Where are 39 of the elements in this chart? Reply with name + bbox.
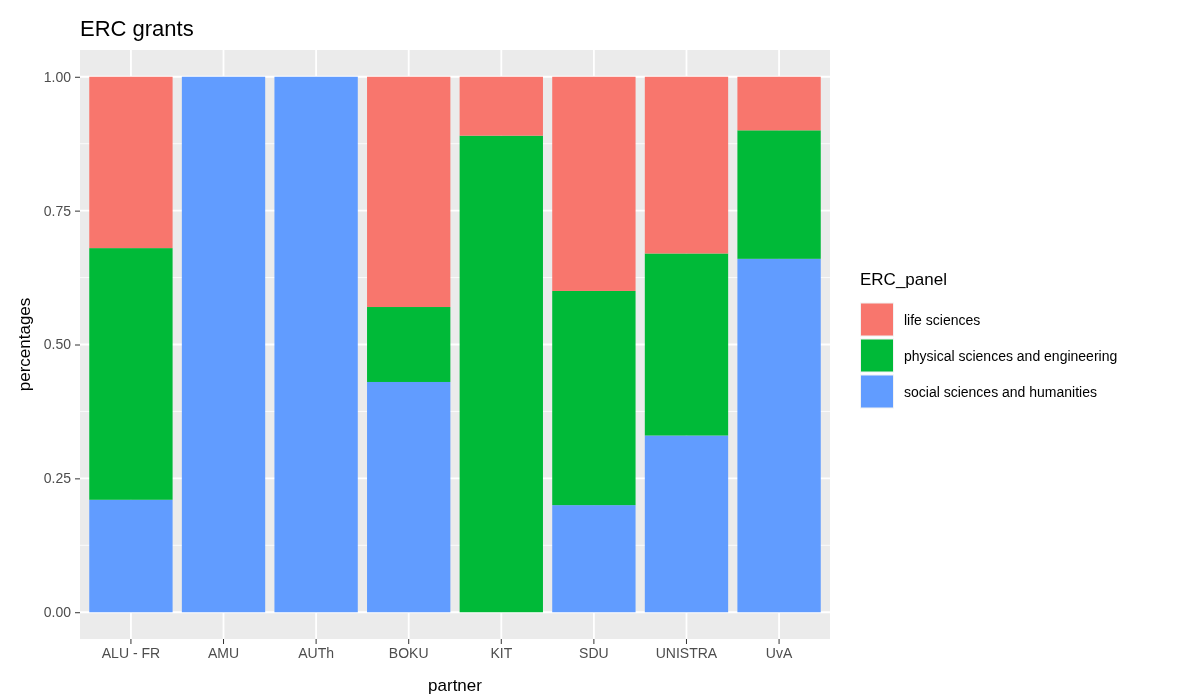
y-axis-title: percentages <box>15 297 34 392</box>
x-tick-label: KIT <box>490 644 513 661</box>
bar <box>367 76 451 308</box>
bar <box>644 76 729 254</box>
y-tick-label: 0.25 <box>43 470 72 487</box>
bar <box>89 499 173 613</box>
legend-label: physical sciences and engineering <box>904 347 1118 364</box>
x-tick-label: ALU - FR <box>101 644 161 661</box>
y-tick-label: 0.75 <box>43 202 72 219</box>
x-tick-label: BOKU <box>388 644 429 661</box>
bar <box>737 258 821 613</box>
bar <box>552 76 636 291</box>
bar <box>552 290 636 506</box>
x-tick-label: UNISTRA <box>655 644 718 661</box>
y-tick-label: 0.00 <box>43 604 72 621</box>
legend-label: social sciences and humanities <box>904 383 1097 400</box>
y-tick-label: 0.50 <box>43 336 72 353</box>
bar <box>459 76 543 136</box>
bar <box>89 248 173 500</box>
y-tick-label: 1.00 <box>43 68 72 85</box>
x-tick-label: SDU <box>579 644 609 661</box>
bar <box>459 135 543 613</box>
x-tick-label: UvA <box>765 644 793 661</box>
bar <box>737 76 821 131</box>
bar <box>367 381 451 613</box>
bar <box>552 505 636 613</box>
chart-title: ERC grants <box>80 16 194 41</box>
legend-label: life sciences <box>904 311 981 328</box>
x-tick-label: AUTh <box>298 644 335 661</box>
bar <box>89 76 173 249</box>
bar <box>644 253 729 436</box>
bar <box>367 307 451 382</box>
bar <box>181 76 266 613</box>
x-tick-label: AMU <box>207 644 240 661</box>
bar <box>737 130 821 259</box>
bar <box>644 435 729 613</box>
x-axis-title: partner <box>428 676 483 695</box>
bar <box>274 76 358 613</box>
legend-title: ERC_panel <box>860 269 947 289</box>
